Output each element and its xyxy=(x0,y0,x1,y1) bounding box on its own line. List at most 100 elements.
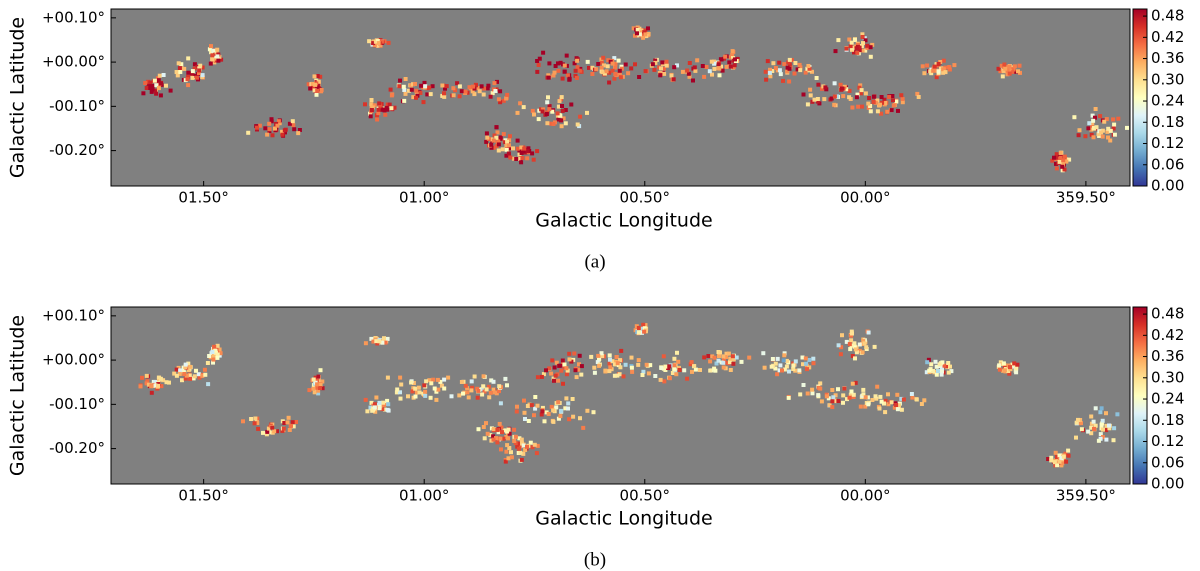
map-pixel xyxy=(398,375,403,380)
map-pixel xyxy=(1002,62,1007,67)
map-pixel xyxy=(380,340,385,345)
map-pixel xyxy=(318,74,323,79)
map-pixel xyxy=(215,343,220,348)
map-pixel xyxy=(427,378,432,383)
map-pixel xyxy=(590,65,595,70)
map-pixel xyxy=(777,60,782,65)
y-tick-label: -00.10° xyxy=(49,395,105,413)
map-pixel xyxy=(442,94,447,99)
map-pixel xyxy=(607,70,612,75)
map-pixel xyxy=(820,86,824,91)
map-pixel xyxy=(560,76,565,81)
map-pixel xyxy=(700,64,705,68)
map-pixel xyxy=(712,355,717,360)
map-pixel xyxy=(506,427,511,432)
map-pixel xyxy=(1052,460,1057,465)
map-pixel xyxy=(1005,68,1010,73)
map-pixel xyxy=(479,84,484,89)
map-pixel xyxy=(383,340,388,345)
map-pixel xyxy=(848,44,853,49)
map-pixel xyxy=(781,78,785,83)
map-pixel xyxy=(827,403,832,408)
map-pixel xyxy=(566,406,570,411)
map-pixel xyxy=(540,405,545,410)
map-pixel xyxy=(691,78,695,83)
map-pixel xyxy=(385,398,390,403)
map-pixel xyxy=(485,86,490,91)
map-pixel xyxy=(486,83,491,88)
map-pixel xyxy=(1054,166,1059,171)
map-pixel xyxy=(801,362,805,367)
map-pixel xyxy=(1091,419,1096,424)
map-pixel xyxy=(661,354,666,359)
map-pixel xyxy=(156,375,161,380)
map-pixel xyxy=(605,64,610,69)
map-pixel xyxy=(192,66,197,71)
map-pixel xyxy=(499,425,504,430)
map-pixel xyxy=(292,127,297,132)
map-pixel xyxy=(210,53,215,58)
map-pixel xyxy=(531,157,536,162)
map-pixel xyxy=(602,71,607,76)
map-pixel xyxy=(519,437,524,442)
map-pixel xyxy=(556,68,561,73)
plot-frame xyxy=(110,306,1131,485)
map-pixel xyxy=(662,66,666,71)
map-pixel xyxy=(693,68,698,73)
map-pixel xyxy=(652,67,657,72)
map-pixel xyxy=(578,114,583,119)
map-pixel xyxy=(1007,371,1012,376)
map-pixel xyxy=(517,436,522,441)
map-pixel xyxy=(733,57,737,62)
map-pixel xyxy=(1078,418,1083,422)
map-pixel xyxy=(672,363,677,368)
map-pixel xyxy=(192,374,197,379)
map-pixel xyxy=(313,82,318,87)
map-pixel xyxy=(153,88,158,93)
map-pixel xyxy=(829,96,834,101)
map-pixel xyxy=(810,387,815,392)
map-pixel xyxy=(868,45,873,50)
colorbar-tick-label: 0.06 xyxy=(1151,155,1184,173)
map-pixel xyxy=(947,67,952,72)
map-pixel xyxy=(502,428,507,433)
map-pixel xyxy=(712,59,717,64)
map-pixel xyxy=(422,80,427,85)
map-pixel xyxy=(547,107,552,112)
map-pixel xyxy=(787,57,792,62)
map-pixel xyxy=(807,358,812,362)
map-pixel xyxy=(519,151,524,155)
map-pixel xyxy=(395,387,400,392)
map-pixel xyxy=(558,363,563,368)
map-pixel xyxy=(667,364,672,369)
map-pixel xyxy=(1093,107,1098,111)
map-pixel xyxy=(489,145,494,150)
map-pixel xyxy=(532,442,537,447)
map-pixel xyxy=(714,361,719,366)
map-pixel xyxy=(516,441,521,446)
map-pixel xyxy=(562,365,567,370)
map-pixel xyxy=(549,404,554,409)
map-pixel xyxy=(246,130,251,135)
map-pixel xyxy=(1093,115,1097,120)
map-pixel xyxy=(1091,135,1096,140)
map-pixel xyxy=(860,104,864,109)
map-pixel xyxy=(294,420,298,424)
map-pixel xyxy=(842,386,847,391)
map-pixel xyxy=(367,39,372,44)
map-pixel xyxy=(158,93,163,98)
map-pixel xyxy=(449,394,454,399)
map-pixel xyxy=(770,357,775,361)
map-pixel xyxy=(871,100,876,105)
map-pixel xyxy=(215,355,220,360)
map-pixel xyxy=(866,101,871,106)
map-pixel xyxy=(564,53,569,58)
map-pixel xyxy=(636,326,641,330)
map-pixel xyxy=(795,67,800,72)
map-pixel xyxy=(515,110,520,115)
map-pixel xyxy=(283,130,287,135)
map-pixel xyxy=(1058,150,1063,155)
map-pixel xyxy=(575,58,580,63)
map-pixel xyxy=(630,369,635,374)
map-pixel xyxy=(569,102,574,107)
